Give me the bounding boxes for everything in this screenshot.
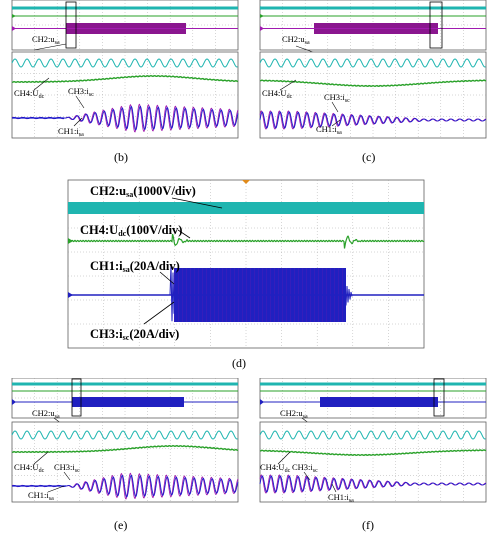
panel-e-ch3-label: CH3:isc (54, 462, 80, 474)
panel-c-bottom-screen (259, 51, 487, 139)
panel-d-ch2-label: CH2:usa(1000V/div) (90, 184, 196, 199)
panel-b-bottom-screen (11, 51, 239, 139)
panel-c-ch4-label: CH4:Udc (262, 88, 293, 100)
panel-f-ch1-label: CH1:isa (328, 492, 354, 504)
panel-f-svg: CH2:usa CH4:Udc CH3:isc CH1:isa (259, 378, 487, 504)
panel-e-ch1-label: CH1:isa (28, 490, 54, 502)
panel-d-udc-trace (67, 233, 425, 249)
panel-d-ch1-label: CH1:isa(20A/div) (90, 259, 180, 274)
panel-c-zoom-box (429, 1, 443, 49)
panel-b-ch3-label: CH3:isc (68, 86, 94, 98)
panel-c: CH2:usa CH4:Udc CH3:isc CH1:isa (c) (252, 0, 488, 164)
panel-b-ch1-label: CH1:isa (58, 126, 84, 138)
panel-e-top-screen (11, 378, 239, 419)
panel-d-label: (d) (232, 356, 246, 370)
panel-d-ch4-label: CH4:Udc(100V/div) (80, 223, 182, 238)
panel-b: CH2:usa CH4:Udc CH3:isc CH1:isa (b) (4, 0, 240, 164)
panel-f-bottom-screen (259, 421, 487, 503)
panel-f-ch3-label: CH3:isc (292, 462, 318, 474)
panel-c-label: (c) (362, 150, 376, 164)
panel-b-svg: CH2:usa CH4:Udc CH3:isc CH1:isa (11, 0, 239, 139)
panel-c-ch1-label: CH1:isa (316, 124, 342, 136)
panel-c-ch2-label: CH2:usa (282, 34, 310, 46)
panel-d: CH2:usa(1000V/div) CH4:Udc(100V/div) CH1… (62, 178, 426, 370)
panel-b-label: (b) (114, 150, 128, 164)
panel-c-ch3-label: CH3:isc (324, 92, 350, 104)
panel-e-label: (e) (114, 518, 128, 532)
panel-f-top-screen (259, 378, 487, 419)
panel-e-svg: CH2:usa CH4:Udc CH3:isc CH1:isa (11, 378, 239, 503)
panel-d-svg: CH2:usa(1000V/div) CH4:Udc(100V/div) CH1… (67, 179, 425, 349)
panel-b-ch2-label: CH2:usa (32, 34, 60, 46)
panel-c-svg: CH2:usa CH4:Udc CH3:isc CH1:isa (259, 0, 487, 139)
panel-b-top-screen (11, 0, 239, 51)
panel-e-ch2-label: CH2:usa (32, 408, 60, 420)
panel-e-bottom-screen (11, 421, 239, 503)
panel-b-bottom-grid (12, 52, 238, 138)
panel-e: CH2:usa CH4:Udc CH3:isc CH1:isa (e) (4, 378, 240, 532)
panel-b-ch2-wave (11, 58, 238, 68)
panel-f-ch2-label: CH2:usa (280, 408, 308, 420)
panel-b-zoom-box (65, 1, 77, 49)
panel-d-ch3-label: CH3:isc(20A/div) (90, 327, 179, 342)
panel-c-top-screen (259, 0, 487, 51)
panel-d-ch2-band (68, 202, 424, 214)
panel-b-udc-wave (11, 74, 239, 84)
panel-e-ch4-label: CH4:Udc (14, 462, 45, 474)
panel-f: CH2:usa CH4:Udc CH3:isc CH1:isa (f) (252, 378, 488, 532)
panel-f-ch4-label: CH4:Udc (260, 462, 291, 474)
panel-b-ch4-label: CH4:Udc (14, 88, 45, 100)
panel-f-label: (f) (362, 518, 374, 532)
